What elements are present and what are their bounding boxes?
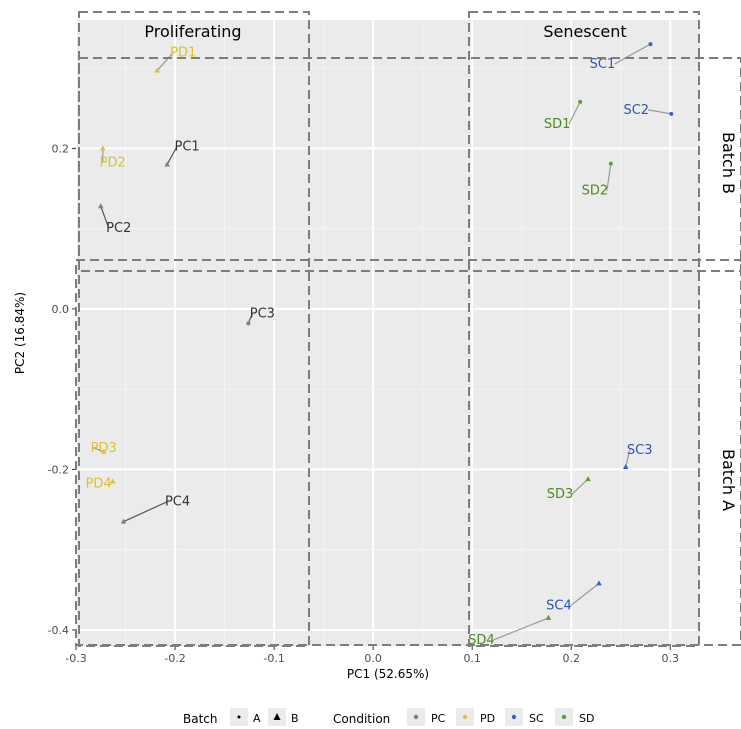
legend-label-b: B xyxy=(291,712,299,725)
leader-line-sd4 xyxy=(493,617,549,641)
label-sc4: SC4 xyxy=(546,598,572,613)
point-sd1 xyxy=(578,99,583,104)
y-tick-label: -0.4 xyxy=(48,624,69,637)
label-pc1: PC1 xyxy=(175,139,200,154)
x-tick-label: 0.3 xyxy=(662,652,680,665)
axis-ticks: -0.3 -0.2 -0.1 0.0 0.1 0.2 0.3 -0.4 -0.2 0.0 0.2 xyxy=(48,142,680,665)
leader-line-pd3 xyxy=(93,447,104,453)
legend-marker-sd xyxy=(561,714,567,720)
label-pc3: PC3 xyxy=(250,306,275,321)
legend-marker-pc xyxy=(413,714,419,720)
label-pd2: PD2 xyxy=(100,155,126,170)
region-label-batch-b: Batch B xyxy=(719,132,738,194)
legend-marker-a xyxy=(237,715,241,719)
legend-label-pc: PC xyxy=(431,712,446,725)
point-sc2 xyxy=(669,111,674,116)
leader-line-sd2 xyxy=(606,163,612,191)
label-sd1: SD1 xyxy=(544,117,571,132)
box-proliferating-header xyxy=(78,11,310,647)
y-tick-label: 0.2 xyxy=(52,142,70,155)
legend-marker-sc xyxy=(511,714,517,720)
legend-batch-title: Batch xyxy=(183,712,218,726)
point-pc1 xyxy=(164,161,170,167)
label-pc4: PC4 xyxy=(165,495,190,510)
leader-line-pc1 xyxy=(166,146,178,165)
leader-line-sc2 xyxy=(648,109,672,115)
data-points: PD1 PC1 PD2 PC2 PC3 PD3 PD4 PC4 SC1 SC2 SD1 SD2 SC3 S… xyxy=(86,42,674,648)
x-tick-label: 0.1 xyxy=(463,652,481,665)
leader-line-pc2 xyxy=(100,205,110,229)
y-tick-label: 0.0 xyxy=(52,303,70,316)
leader-line-pd1 xyxy=(156,52,174,71)
point-pc3 xyxy=(246,321,251,326)
leader-line-sc4 xyxy=(570,582,600,606)
x-tick-label: 0.2 xyxy=(562,652,580,665)
box-batch-b xyxy=(78,57,741,272)
leader-line-sc3 xyxy=(625,449,631,468)
point-sc1 xyxy=(648,42,653,47)
x-tick-label: -0.3 xyxy=(65,652,86,665)
leader-line-sc1 xyxy=(614,43,651,65)
y-tick-label: -0.2 xyxy=(48,463,69,476)
point-pc2 xyxy=(97,203,104,209)
label-sc1: SC1 xyxy=(590,57,616,72)
point-sd4 xyxy=(545,614,552,620)
legend-label-pd: PD xyxy=(480,712,495,725)
leader-line-sd3 xyxy=(571,478,589,495)
region-label-senescent: Senescent xyxy=(543,22,626,41)
box-senescent-header xyxy=(468,11,700,647)
region-boxes xyxy=(75,11,741,647)
point-pc4 xyxy=(120,518,127,524)
x-tick-label: 0.0 xyxy=(364,652,382,665)
region-label-batch-a: Batch A xyxy=(719,449,738,511)
panel-background xyxy=(76,20,700,646)
x-tick-label: -0.2 xyxy=(164,652,185,665)
x-axis-title: PC1 (52.65%) xyxy=(347,667,429,681)
label-pc2: PC2 xyxy=(106,221,131,236)
label-pd4: PD4 xyxy=(86,476,112,491)
point-pd3 xyxy=(100,448,107,454)
label-sd3: SD3 xyxy=(547,487,574,502)
legend: Batch A B Condition PC PD SC SD xyxy=(183,708,594,726)
legend-marker-b xyxy=(273,713,281,720)
point-pd1 xyxy=(154,67,161,73)
point-sc4 xyxy=(596,580,602,586)
legend-label-sd: SD xyxy=(579,712,594,725)
point-pd2 xyxy=(99,145,106,151)
point-pd4 xyxy=(109,478,116,484)
leader-line-pc4 xyxy=(123,501,168,523)
point-sc3 xyxy=(622,464,629,470)
label-pd1: PD1 xyxy=(170,46,196,61)
box-batch-a xyxy=(75,259,741,646)
region-label-proliferating: Proliferating xyxy=(144,22,241,41)
label-sc2: SC2 xyxy=(623,103,649,118)
legend-condition-title: Condition xyxy=(333,712,390,726)
label-pd3: PD3 xyxy=(91,441,117,456)
legend-label-sc: SC xyxy=(529,712,544,725)
label-sd2: SD2 xyxy=(582,184,609,199)
point-sd3 xyxy=(585,476,591,482)
grid xyxy=(75,20,700,646)
leader-line-sd1 xyxy=(568,101,581,125)
label-sc3: SC3 xyxy=(627,443,653,458)
legend-marker-pd xyxy=(462,714,468,720)
point-sd2 xyxy=(608,161,613,166)
legend-label-a: A xyxy=(253,712,261,725)
x-tick-label: -0.1 xyxy=(263,652,284,665)
y-axis-title: PC2 (16.84%) xyxy=(13,292,27,374)
